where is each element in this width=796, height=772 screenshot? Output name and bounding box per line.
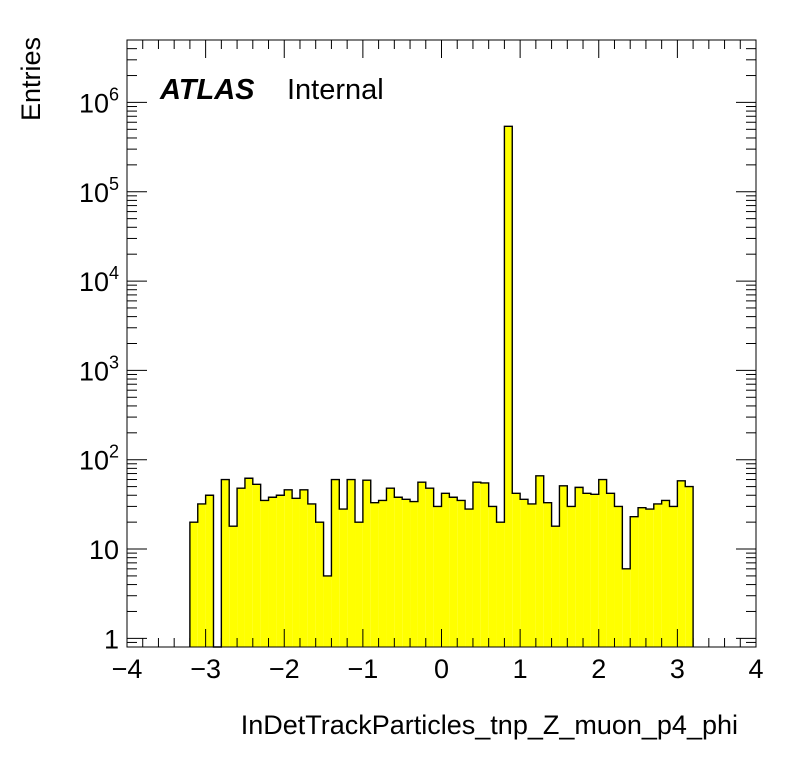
histogram-bin	[630, 516, 639, 647]
y-tick-label: 104	[79, 263, 119, 297]
histogram-bin	[237, 488, 245, 647]
histogram-bin	[622, 568, 631, 647]
x-tick-label: 4	[748, 654, 763, 684]
histogram-bin	[331, 479, 340, 647]
y-tick-label: 105	[79, 174, 119, 208]
histogram-bin	[441, 493, 450, 647]
histogram-bin	[260, 500, 269, 647]
histogram-bin	[402, 499, 411, 647]
histogram-bin	[410, 501, 418, 647]
x-axis-label: InDetTrackParticles_tnp_Z_muon_p4_phi	[241, 710, 738, 740]
histogram-bin	[252, 484, 261, 647]
histogram-bin	[315, 522, 324, 647]
histogram-bin	[512, 493, 521, 647]
histogram-bin	[520, 499, 528, 647]
histogram-bin	[653, 503, 662, 647]
x-tick-label: 0	[434, 654, 449, 684]
histogram-bin	[457, 500, 466, 647]
histogram-bin	[598, 479, 607, 647]
histogram-bin	[551, 526, 560, 647]
histogram-bin	[606, 493, 615, 647]
x-tick-label: −4	[112, 654, 143, 684]
histogram-bin	[362, 480, 371, 647]
histogram-bin	[197, 503, 206, 647]
atlas-label: ATLAS	[159, 74, 255, 106]
histogram-bin	[661, 500, 670, 647]
histogram-bin	[480, 482, 489, 647]
histogram-bin	[323, 575, 332, 647]
histogram-bin	[677, 480, 686, 647]
x-tick-label: 3	[670, 654, 685, 684]
x-tick-label: 1	[513, 654, 528, 684]
y-tick-labels: 1 10 102 103 104 105 106	[79, 84, 119, 654]
histogram-bin	[339, 509, 348, 647]
histogram-bin	[685, 486, 694, 647]
histogram-bin	[386, 488, 395, 647]
histogram-bin	[504, 126, 513, 648]
histogram-bin	[417, 482, 426, 647]
histogram-bin	[425, 488, 434, 647]
histogram-bin	[284, 489, 293, 647]
histogram-bin	[370, 502, 379, 647]
histogram-bin	[394, 497, 403, 647]
histogram-bin	[669, 506, 678, 647]
x-tick-label: 2	[591, 654, 606, 684]
y-axis-label: Entries	[16, 37, 46, 121]
histogram-bin	[488, 506, 497, 647]
histogram-bin	[583, 493, 591, 647]
internal-label: Internal	[287, 74, 384, 106]
histogram-bin	[299, 489, 308, 647]
histogram-outline	[189, 125, 694, 648]
x-tick-labels: −4 −3 −2 −1 0 1 2 3 4	[112, 654, 764, 684]
histogram-bin	[307, 503, 316, 647]
histogram-bin	[465, 509, 473, 647]
histogram-bin	[559, 485, 568, 647]
plot-frame	[126, 39, 757, 648]
histogram-bin	[292, 498, 300, 647]
histogram-bin	[205, 495, 214, 647]
histogram-bin	[189, 522, 198, 647]
y-tick-label: 1	[104, 624, 119, 654]
histogram-bin	[527, 503, 536, 647]
x-tick-label: −1	[347, 654, 378, 684]
histogram-bin	[535, 475, 544, 647]
histogram-bin	[472, 482, 481, 647]
y-tick-label: 103	[79, 352, 119, 386]
x-tick-label: −2	[269, 654, 300, 684]
histogram-bin	[229, 526, 238, 647]
histogram-bin	[268, 497, 277, 647]
histogram-bin	[496, 522, 505, 647]
histogram-bin	[543, 502, 552, 647]
histogram-bars	[189, 125, 694, 648]
histogram-bin	[567, 506, 576, 647]
histogram-bin	[433, 506, 442, 647]
x-tick-label: −3	[190, 654, 221, 684]
y-tick-label: 102	[79, 442, 119, 476]
histogram-bin	[590, 494, 599, 647]
y-axis-ticks	[127, 39, 756, 648]
histogram-bin	[449, 497, 458, 647]
histogram-bin	[378, 500, 387, 647]
histogram-bin	[347, 479, 356, 647]
x-axis-ticks	[126, 40, 757, 647]
histogram-bin	[638, 507, 646, 647]
y-tick-label: 10	[89, 535, 119, 565]
histogram-bin	[575, 487, 584, 647]
histogram-bin	[645, 509, 654, 647]
histogram-bin	[614, 506, 623, 647]
histogram-bin	[221, 479, 230, 647]
histogram-bin	[355, 522, 363, 647]
y-tick-label: 106	[79, 84, 119, 118]
histogram-bin	[276, 495, 285, 647]
histogram-bin	[244, 478, 253, 647]
